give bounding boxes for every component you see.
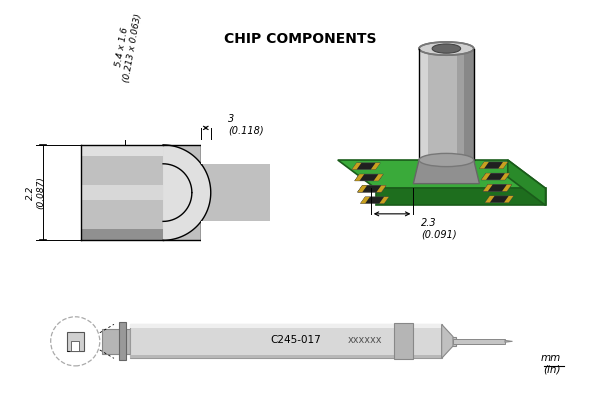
Polygon shape [502, 185, 512, 191]
Ellipse shape [419, 42, 474, 55]
Ellipse shape [419, 153, 474, 167]
Polygon shape [481, 173, 509, 180]
Text: 5.4 x 1.6
(0.213 x 0.063): 5.4 x 1.6 (0.213 x 0.063) [112, 11, 143, 84]
Polygon shape [352, 163, 380, 170]
Bar [101, 329, 130, 353]
Polygon shape [163, 145, 211, 240]
Polygon shape [479, 162, 508, 168]
Bar [130, 324, 442, 358]
Bar [81, 185, 163, 200]
Bar [464, 49, 474, 160]
Polygon shape [479, 162, 489, 168]
Polygon shape [361, 197, 370, 203]
Polygon shape [358, 185, 386, 192]
Polygon shape [376, 185, 386, 192]
Bar [130, 355, 442, 358]
Bar [457, 49, 464, 160]
Polygon shape [374, 174, 383, 181]
Polygon shape [352, 163, 361, 170]
Polygon shape [379, 197, 389, 203]
Text: mm
(in): mm (in) [541, 353, 560, 375]
Bar [67, 332, 84, 351]
Bar [394, 324, 413, 359]
Bar [130, 324, 442, 328]
Polygon shape [499, 162, 508, 168]
Polygon shape [483, 185, 493, 191]
Polygon shape [502, 185, 512, 191]
Circle shape [50, 317, 100, 366]
Polygon shape [361, 197, 389, 203]
Bar [163, 145, 270, 240]
Bar [453, 339, 505, 344]
Bar [419, 49, 474, 160]
Text: xxxxxx: xxxxxx [347, 336, 382, 345]
Polygon shape [442, 324, 453, 358]
Polygon shape [355, 174, 383, 181]
Polygon shape [413, 160, 479, 183]
Polygon shape [355, 174, 364, 181]
Polygon shape [358, 185, 386, 192]
Polygon shape [374, 174, 383, 181]
Polygon shape [358, 185, 367, 192]
Polygon shape [481, 173, 491, 180]
Polygon shape [483, 185, 493, 191]
Polygon shape [485, 196, 514, 203]
Bar [81, 145, 163, 240]
Polygon shape [481, 173, 491, 180]
Polygon shape [505, 340, 512, 342]
Text: 2.2
(0.087): 2.2 (0.087) [26, 176, 45, 209]
Polygon shape [485, 196, 494, 203]
Polygon shape [201, 140, 279, 245]
Text: C245-017: C245-017 [270, 336, 320, 345]
Text: 3
(0.118): 3 (0.118) [228, 114, 263, 136]
Polygon shape [500, 173, 509, 180]
Bar [419, 49, 428, 160]
Polygon shape [355, 174, 364, 181]
Polygon shape [338, 160, 545, 188]
Polygon shape [371, 163, 380, 170]
Polygon shape [504, 196, 514, 203]
Bar [442, 337, 456, 346]
Polygon shape [483, 185, 512, 191]
Bar [71, 341, 79, 351]
Text: CHIP COMPONENTS: CHIP COMPONENTS [224, 31, 376, 46]
Polygon shape [355, 174, 383, 181]
Polygon shape [376, 188, 545, 205]
Ellipse shape [432, 44, 461, 53]
Polygon shape [358, 185, 367, 192]
Bar [119, 322, 126, 360]
Polygon shape [508, 160, 545, 205]
Polygon shape [500, 173, 509, 180]
Polygon shape [483, 185, 512, 191]
Polygon shape [481, 173, 509, 180]
Bar [81, 145, 163, 156]
Polygon shape [376, 185, 386, 192]
Bar [81, 229, 163, 240]
Text: 2.3
(0.091): 2.3 (0.091) [421, 218, 457, 239]
